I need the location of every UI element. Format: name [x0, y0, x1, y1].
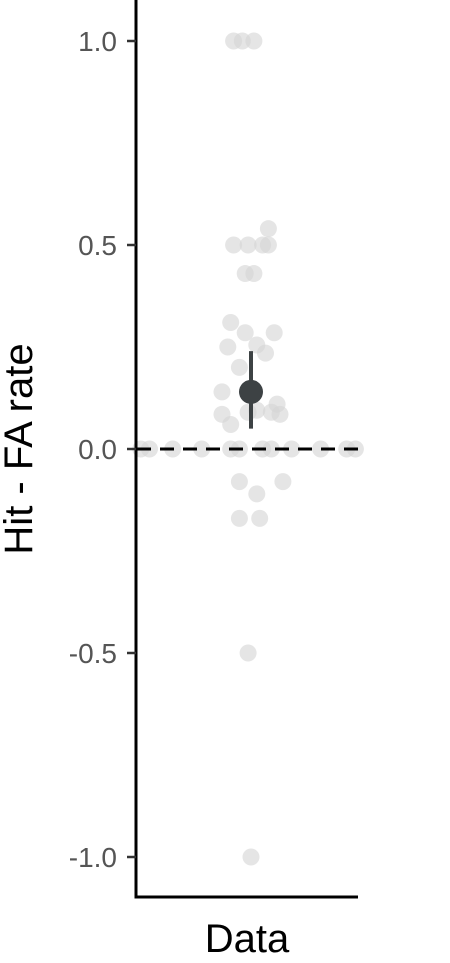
- data-point: [219, 338, 237, 356]
- data-point: [222, 314, 240, 332]
- data-point: [245, 32, 263, 50]
- data-point: [225, 236, 243, 254]
- data-point: [193, 440, 211, 458]
- data-point: [312, 440, 330, 458]
- summary-estimate: [239, 351, 263, 429]
- y-tick-label: 0.0: [78, 434, 117, 465]
- data-point: [230, 509, 248, 527]
- data-point: [262, 440, 280, 458]
- y-tick-label: 0.5: [78, 230, 117, 261]
- data-point: [239, 403, 257, 421]
- y-axis-title: Hit - FA rate: [0, 343, 41, 554]
- data-point: [230, 473, 248, 491]
- data-point: [245, 265, 263, 283]
- data-point: [222, 416, 240, 434]
- data-point: [242, 848, 260, 866]
- data-point: [265, 324, 283, 342]
- y-tick-label: 1.0: [78, 26, 117, 57]
- data-point: [251, 509, 269, 527]
- data-point: [230, 358, 248, 376]
- y-tick-label: -1.0: [69, 842, 117, 873]
- y-axis-ticks: 1.0 0.5 0.0 -0.5 -1.0: [69, 26, 136, 873]
- data-point: [259, 236, 277, 254]
- data-point: [213, 383, 231, 401]
- y-tick-label: -0.5: [69, 638, 117, 669]
- data-point: [236, 324, 254, 342]
- data-point: [239, 644, 257, 662]
- data-point: [239, 236, 257, 254]
- data-point: [259, 220, 277, 238]
- data-point: [274, 473, 292, 491]
- x-category-label: Data: [205, 917, 290, 961]
- data-point: [248, 485, 266, 503]
- data-point: [283, 440, 301, 458]
- mean-point: [239, 379, 263, 404]
- data-point: [257, 344, 274, 362]
- data-point: [271, 405, 289, 423]
